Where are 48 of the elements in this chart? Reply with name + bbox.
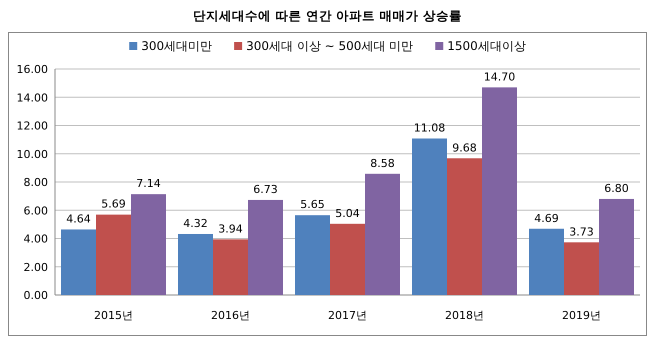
data-label: 3.94	[218, 222, 243, 236]
bar	[447, 158, 482, 295]
y-tick-label: 8.00	[24, 176, 48, 189]
data-label: 3.73	[569, 225, 594, 238]
bar	[96, 214, 131, 295]
y-tick-label: 12.00	[16, 120, 48, 132]
y-tick-label: 0.00	[24, 289, 48, 302]
bar	[365, 174, 400, 295]
bar	[412, 138, 447, 295]
bar	[599, 198, 634, 295]
bar	[178, 234, 213, 295]
legend-label: 300세대미만	[141, 39, 212, 53]
y-tick-label: 2.00	[24, 260, 48, 274]
x-tick-label: 2016년	[211, 309, 250, 322]
x-tick-label: 2018년	[445, 309, 484, 322]
x-tick-label: 2015년	[94, 309, 133, 322]
y-tick-label: 6.00	[24, 204, 48, 218]
x-tick-label: 2019년	[562, 309, 601, 322]
legend-label: 1500세대이상	[447, 39, 526, 53]
bar	[295, 215, 330, 295]
y-tick-label: 10.00	[16, 148, 48, 161]
x-tick-label: 2017년	[328, 309, 367, 322]
data-label: 14.70	[484, 70, 516, 84]
data-label: 9.68	[452, 141, 477, 154]
bar	[564, 242, 599, 295]
bar	[131, 194, 166, 295]
data-label: 11.08	[414, 121, 446, 134]
data-label: 7.14	[136, 177, 161, 190]
bar	[529, 228, 564, 295]
bar	[213, 239, 248, 295]
y-tick-label: 14.00	[16, 91, 48, 104]
data-label: 6.73	[253, 182, 278, 196]
bar	[248, 200, 283, 295]
chart-title: 단지세대수에 따른 연간 아파트 매매가 상승률	[193, 8, 462, 23]
bar	[482, 87, 517, 295]
data-label: 4.64	[66, 212, 91, 226]
bar	[61, 229, 96, 295]
bar	[330, 224, 365, 295]
y-tick-label: 4.00	[24, 232, 48, 246]
data-label: 6.80	[604, 182, 629, 195]
data-label: 4.32	[183, 216, 208, 230]
data-label: 5.65	[300, 198, 325, 212]
data-label: 5.69	[101, 198, 126, 211]
data-label: 8.58	[370, 156, 395, 170]
data-label: 5.04	[335, 206, 360, 220]
legend-label: 300세대 이상 ~ 500세대 미만	[246, 39, 414, 53]
data-label: 4.69	[534, 212, 559, 225]
y-tick-label: 16.00	[16, 63, 48, 76]
